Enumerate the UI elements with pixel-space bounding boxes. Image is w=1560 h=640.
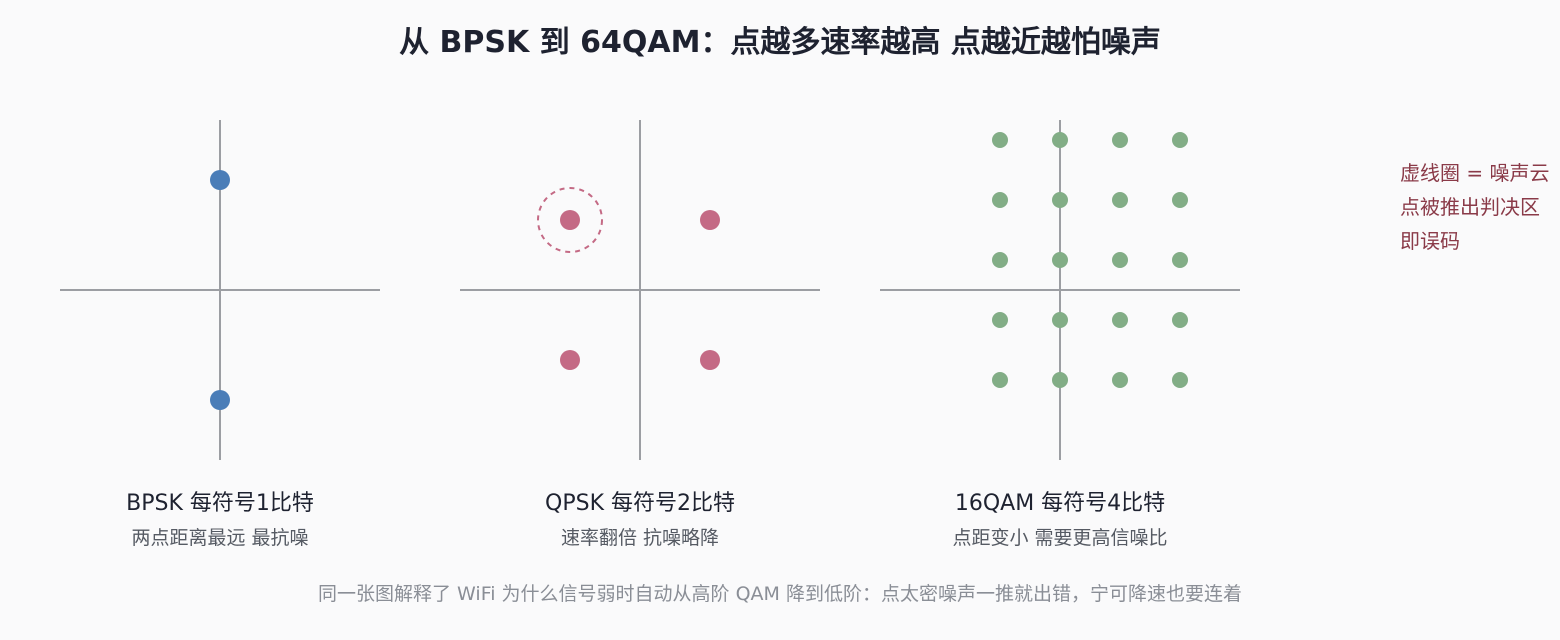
qam16-point-r1-c1	[992, 132, 1008, 148]
qam16-point-r5-c2	[1052, 372, 1068, 388]
bpsk-point-top	[210, 170, 230, 190]
qam16-point-r5-c1	[992, 372, 1008, 388]
bottom-caption: 同一张图解释了 WiFi 为什么信号弱时自动从高阶 QAM 降到低阶：点太密噪声…	[318, 583, 1242, 605]
note-line-1: 虚线圈 = 噪声云	[1400, 161, 1549, 185]
qam16-point-r2-c1	[992, 192, 1008, 208]
qpsk-point-bottom-left	[560, 350, 580, 370]
qpsk-label: QPSK 每符号2比特	[545, 491, 735, 516]
qam16-point-r3-c1	[992, 252, 1008, 268]
noise-note: 虚线圈 = 噪声云 点被推出判决区 即误码	[1400, 161, 1549, 253]
page-title: 从 BPSK 到 64QAM：点越多速率越高 点越近越怕噪声	[399, 25, 1161, 60]
qam16-point-r3-c2	[1052, 252, 1068, 268]
qam16-point-r5-c4	[1172, 372, 1188, 388]
bpsk-label: BPSK 每符号1比特	[126, 491, 314, 516]
qam16-point-r1-c2	[1052, 132, 1068, 148]
qam16-point-r4-c1	[992, 312, 1008, 328]
bpsk-panel: BPSK 每符号1比特 两点距离最远 最抗噪	[60, 120, 380, 549]
qam16-sublabel: 点距变小 需要更高信噪比	[952, 527, 1167, 549]
qpsk-point-top-left	[560, 210, 580, 230]
qam16-point-r2-c3	[1112, 192, 1128, 208]
qpsk-sublabel: 速率翻倍 抗噪略降	[561, 527, 719, 549]
qpsk-point-bottom-right	[700, 350, 720, 370]
qam16-point-r1-c4	[1172, 132, 1188, 148]
bpsk-point-bottom	[210, 390, 230, 410]
qam16-point-r1-c3	[1112, 132, 1128, 148]
qam16-label: 16QAM 每符号4比特	[955, 491, 1165, 516]
qam16-point-r2-c4	[1172, 192, 1188, 208]
qam16-point-r3-c4	[1172, 252, 1188, 268]
qam16-point-r5-c3	[1112, 372, 1128, 388]
qam16-panel: 16QAM 每符号4比特 点距变小 需要更高信噪比	[880, 120, 1240, 549]
qam16-point-r2-c2	[1052, 192, 1068, 208]
qam16-point-r4-c3	[1112, 312, 1128, 328]
qam16-point-r4-c4	[1172, 312, 1188, 328]
qpsk-panel: QPSK 每符号2比特 速率翻倍 抗噪略降	[460, 120, 820, 549]
note-line-3: 即误码	[1400, 229, 1460, 253]
qpsk-point-top-right	[700, 210, 720, 230]
noise-cloud-ring	[537, 187, 603, 253]
qam16-point-r4-c2	[1052, 312, 1068, 328]
bpsk-sublabel: 两点距离最远 最抗噪	[131, 527, 308, 549]
note-line-2: 点被推出判决区	[1400, 195, 1540, 219]
qam16-point-r3-c3	[1112, 252, 1128, 268]
